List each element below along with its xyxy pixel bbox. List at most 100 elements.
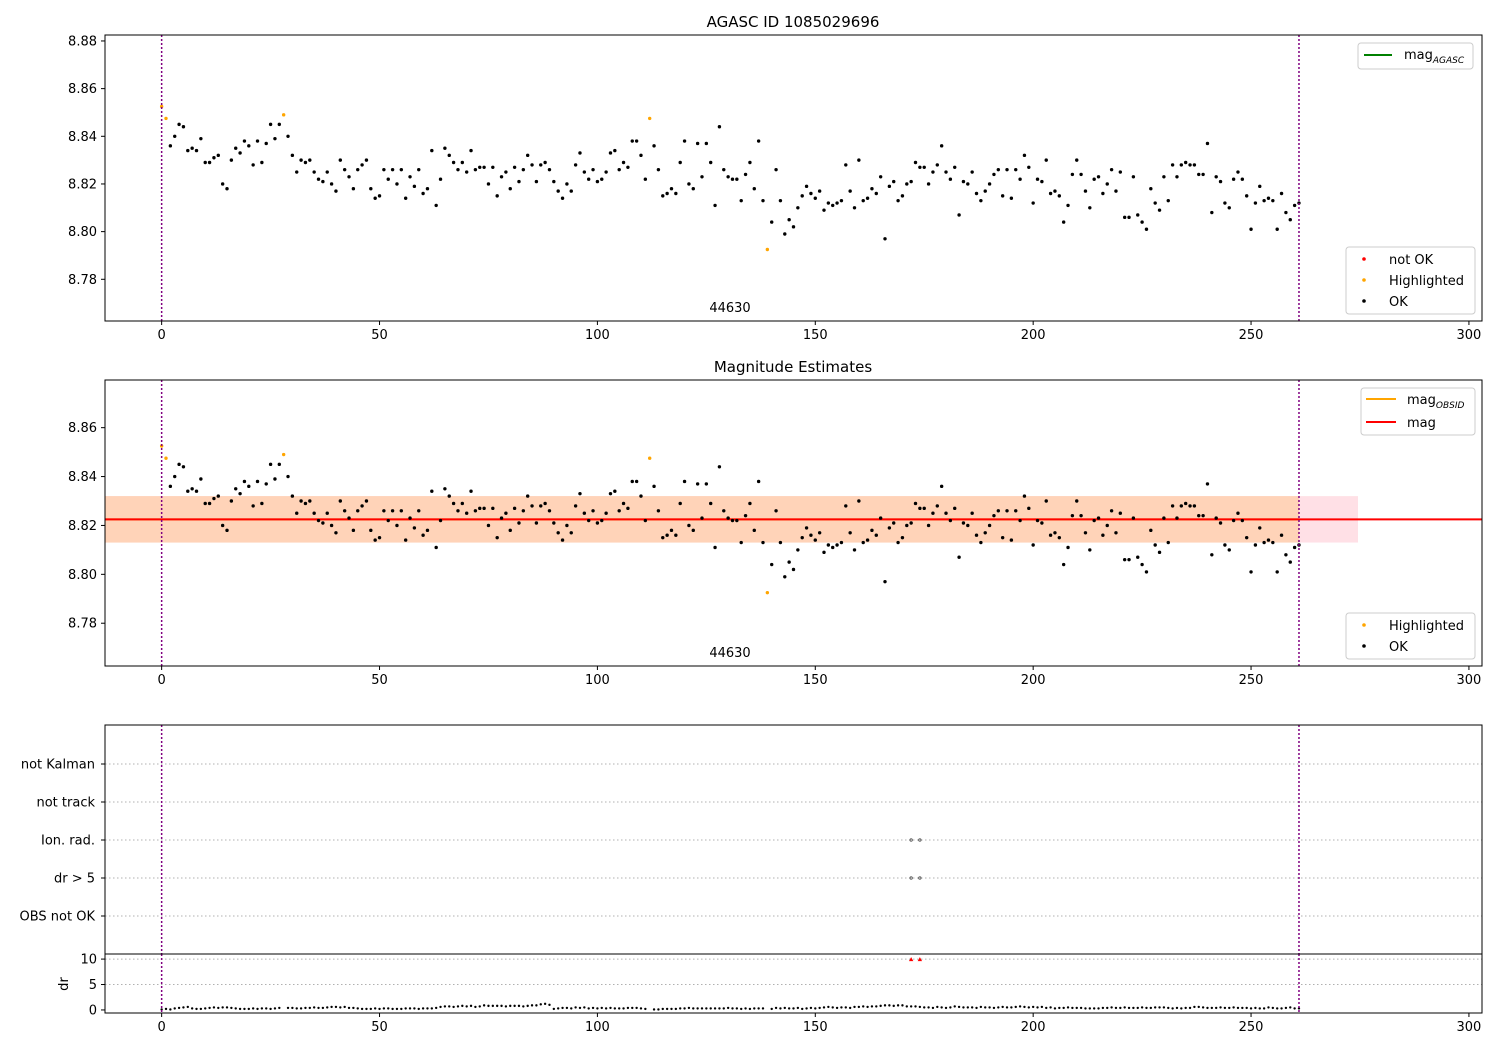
- dr-point: [805, 1007, 808, 1010]
- dr-point: [1127, 1006, 1131, 1010]
- point-ok: [512, 506, 517, 511]
- point-ok: [878, 175, 883, 179]
- dr-point: [670, 1007, 673, 1011]
- dr-point: [330, 1005, 333, 1009]
- point-ok: [1192, 504, 1197, 508]
- point-ok: [1140, 220, 1144, 224]
- point-ok: [748, 160, 752, 165]
- point-ok: [329, 523, 334, 528]
- point-ok: [552, 179, 556, 184]
- point-ok: [979, 198, 983, 203]
- point-ok: [199, 477, 203, 481]
- point-ok: [295, 170, 299, 174]
- point-ok: [987, 182, 992, 186]
- point-ok: [203, 501, 207, 506]
- dr-point: [1145, 1006, 1148, 1010]
- point-ok: [351, 528, 356, 533]
- point-highlighted: [164, 116, 168, 121]
- point-ok: [1210, 553, 1214, 557]
- point-ok: [1192, 163, 1197, 167]
- dr-point: [251, 1007, 255, 1010]
- point-ok: [499, 175, 504, 179]
- dr-point: [753, 1007, 756, 1010]
- point-ok: [299, 499, 303, 503]
- point-ok: [552, 521, 556, 525]
- dr-point: [360, 1007, 364, 1011]
- dr-point: [190, 1007, 194, 1010]
- point-ok: [464, 170, 469, 174]
- legend-label: mag: [1407, 393, 1436, 408]
- dr-point: [430, 1007, 434, 1010]
- point-ok: [682, 139, 687, 143]
- dr-point: [639, 1007, 643, 1010]
- dr-point: [1197, 1005, 1200, 1009]
- point-ok: [207, 501, 212, 506]
- point-ok: [992, 513, 996, 518]
- dr-point: [1097, 1007, 1100, 1010]
- point-ok: [966, 523, 970, 528]
- point-ok: [674, 533, 678, 537]
- dr-point: [247, 1007, 251, 1011]
- point-ok: [447, 494, 451, 498]
- point-ok: [1271, 198, 1275, 203]
- dr-point: [905, 1005, 908, 1008]
- point-ok: [595, 521, 600, 525]
- dr-point: [940, 1006, 943, 1009]
- point-ok: [704, 141, 709, 146]
- dr-point: [1228, 1006, 1231, 1010]
- point-ok: [443, 487, 447, 491]
- point-ok: [809, 533, 813, 537]
- point-ok: [491, 165, 495, 169]
- flag-point: [918, 838, 922, 842]
- dr-point: [683, 1007, 686, 1010]
- point-ok: [234, 146, 238, 150]
- point-ok: [382, 167, 386, 172]
- dr-point: [291, 1006, 294, 1010]
- point-ok: [1236, 170, 1240, 174]
- point-ok: [417, 509, 421, 513]
- flag-label: not track: [36, 796, 95, 811]
- point-ok: [748, 501, 752, 506]
- point-ok: [730, 177, 735, 181]
- point-ok: [173, 474, 177, 479]
- point-ok: [1114, 189, 1118, 193]
- point-ok: [600, 518, 604, 523]
- point-ok: [695, 141, 700, 146]
- point-ok: [1122, 215, 1127, 220]
- point-ok: [290, 494, 295, 498]
- dr-point: [256, 1007, 259, 1011]
- dr-point: [975, 1006, 978, 1010]
- y-tick-label: 8.80: [68, 225, 97, 240]
- point-ok: [356, 167, 360, 172]
- point-ok: [1122, 557, 1127, 562]
- dr-point: [186, 1005, 189, 1009]
- dr-point: [299, 1007, 303, 1010]
- point-ok: [1279, 191, 1284, 196]
- point-ok: [539, 163, 543, 167]
- x-tick-label: 200: [1021, 673, 1046, 688]
- point-ok: [913, 160, 918, 165]
- point-ok: [848, 531, 852, 535]
- x-tick-label: 0: [158, 673, 166, 688]
- point-ok: [1258, 526, 1262, 530]
- point-ok: [1157, 550, 1162, 555]
- point-ok: [377, 194, 382, 198]
- point-ok: [626, 506, 630, 511]
- point-ok: [735, 177, 739, 181]
- point-ok: [547, 509, 552, 513]
- point-ok: [356, 509, 360, 513]
- dr-point: [1193, 1005, 1196, 1009]
- point-ok: [312, 170, 316, 174]
- dr-point: [177, 1006, 181, 1010]
- dr-point: [443, 1005, 447, 1008]
- dr-point: [914, 1005, 917, 1008]
- point-ok: [1253, 201, 1258, 205]
- point-ok: [922, 165, 926, 169]
- point-ok: [778, 540, 783, 545]
- dr-point: [208, 1006, 211, 1010]
- point-ok: [447, 153, 451, 158]
- point-ok: [970, 170, 974, 174]
- dr-point: [1031, 1005, 1035, 1009]
- point-ok: [918, 506, 922, 511]
